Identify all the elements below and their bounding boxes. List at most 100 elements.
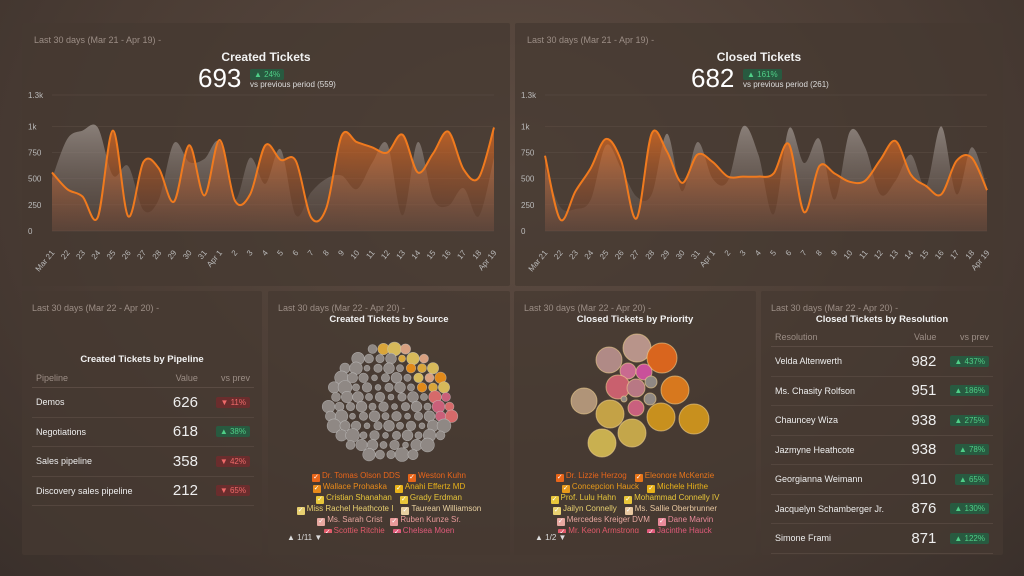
legend-item[interactable]: ✓ Dr. Tomas Olson DDS: [312, 471, 400, 482]
bubble[interactable]: [383, 362, 395, 374]
bubble[interactable]: [398, 354, 406, 363]
bubble[interactable]: [394, 381, 406, 394]
bubble[interactable]: [375, 449, 385, 460]
bubble[interactable]: [368, 402, 377, 411]
table-row[interactable]: Discovery sales pipeline 212 ▼ 65%: [32, 476, 254, 506]
bubble[interactable]: [402, 441, 409, 449]
bubble[interactable]: [405, 420, 417, 431]
bubble[interactable]: [419, 353, 429, 364]
legend-item[interactable]: ✓ Ruben Kunze Sr.: [390, 515, 461, 526]
bubble[interactable]: [423, 402, 432, 411]
date-range-selector[interactable]: Last 30 days (Mar 22 - Apr 20): [32, 303, 159, 313]
bubble[interactable]: [369, 430, 380, 441]
bubble[interactable]: [595, 399, 625, 429]
bubble[interactable]: [352, 383, 360, 392]
bubble[interactable]: [435, 430, 446, 441]
legend-item[interactable]: ✓ Eleonore McKenzie: [634, 471, 714, 482]
bubble[interactable]: [427, 362, 440, 375]
bubble[interactable]: [416, 382, 428, 393]
checkbox-icon[interactable]: ✓: [647, 529, 655, 533]
bubble[interactable]: [414, 431, 423, 440]
bubble[interactable]: [403, 373, 412, 382]
bubble[interactable]: [373, 421, 383, 431]
bubble[interactable]: [420, 393, 428, 401]
bubble[interactable]: [321, 399, 336, 414]
bubble[interactable]: [438, 381, 451, 394]
bubble[interactable]: [431, 399, 446, 414]
table-row[interactable]: Negotiations 618 ▲ 38%: [32, 417, 254, 447]
bubble[interactable]: [396, 364, 404, 373]
date-range-selector[interactable]: Last 30 days (Mar 21 - Apr 19): [527, 35, 654, 45]
bubble[interactable]: [404, 412, 411, 420]
table-row[interactable]: Simone Frami 871 ▲ 122%: [771, 523, 993, 554]
date-range-selector[interactable]: Last 30 days (Mar 21 - Apr 19): [34, 35, 161, 45]
table-row[interactable]: Demos 626 ▼ 11%: [32, 387, 254, 418]
bubble[interactable]: [362, 448, 376, 462]
bubble[interactable]: [347, 372, 358, 384]
legend-item[interactable]: ✓ Anahi Effertz MD: [394, 482, 465, 493]
date-range-selector[interactable]: Last 30 days (Mar 22 - Apr 20): [771, 303, 898, 313]
bubble[interactable]: [384, 382, 394, 392]
bubble[interactable]: [349, 412, 356, 420]
checkbox-icon[interactable]: ✓: [312, 485, 321, 493]
bubble[interactable]: [373, 363, 383, 373]
checkbox-icon[interactable]: ✓: [392, 529, 401, 533]
legend-pager[interactable]: ▲ 1/11 ▼: [287, 533, 323, 542]
bubble[interactable]: [379, 441, 388, 449]
bubble[interactable]: [382, 432, 389, 439]
bubble[interactable]: [345, 440, 356, 450]
bubble[interactable]: [417, 363, 427, 373]
bubble[interactable]: [643, 392, 657, 406]
bubble[interactable]: [381, 373, 391, 383]
legend-item[interactable]: ✓ Wallace Prohaska: [312, 482, 387, 493]
bubble[interactable]: [385, 352, 397, 365]
bubble[interactable]: [400, 343, 411, 355]
bubble[interactable]: [441, 392, 451, 402]
bubble[interactable]: [359, 411, 369, 421]
date-range-selector[interactable]: Last 30 days (Mar 22 - Apr 20): [278, 303, 405, 313]
checkbox-icon[interactable]: ✓: [624, 496, 633, 504]
legend-item[interactable]: ✓ Ms. Sarah Crist: [317, 515, 382, 526]
legend-item[interactable]: ✓ Scottie Ritchie: [323, 526, 385, 533]
legend-item[interactable]: ✓ Mohammad Connelly IV: [624, 493, 719, 504]
bubble[interactable]: [436, 418, 452, 434]
bubble[interactable]: [678, 403, 710, 435]
bubble[interactable]: [406, 351, 420, 366]
bubble[interactable]: [410, 400, 423, 413]
bubble[interactable]: [401, 402, 411, 412]
legend-item[interactable]: ✓ Jacinthe Hauck: [647, 526, 712, 533]
bubble[interactable]: [383, 420, 395, 432]
bubble[interactable]: [420, 437, 435, 453]
bubble[interactable]: [605, 374, 631, 400]
bubble[interactable]: [595, 346, 623, 374]
bubble[interactable]: [389, 439, 400, 451]
legend-item[interactable]: ✓ Dr. Lizzie Herzog: [555, 471, 627, 482]
bubble[interactable]: [386, 450, 396, 460]
legend-item[interactable]: ✓ Chelsea Moen: [392, 526, 454, 533]
bubble[interactable]: [387, 393, 395, 401]
bubble[interactable]: [364, 353, 374, 364]
checkbox-icon[interactable]: ✓: [296, 507, 305, 515]
bubble[interactable]: [355, 439, 368, 452]
checkbox-icon[interactable]: ✓: [399, 496, 408, 504]
bubble[interactable]: [644, 375, 658, 389]
bubble[interactable]: [367, 344, 378, 354]
table-row[interactable]: Ms. Chasity Rolfson 951 ▲ 186%: [771, 376, 993, 406]
checkbox-icon[interactable]: ✓: [312, 474, 320, 482]
checkbox-icon[interactable]: ✓: [561, 485, 570, 493]
bubble[interactable]: [355, 400, 368, 413]
bubble[interactable]: [444, 409, 459, 423]
table-row[interactable]: Velda Altenwerth 982 ▲ 437%: [771, 346, 993, 377]
bubble[interactable]: [371, 374, 378, 382]
checkbox-icon[interactable]: ✓: [555, 474, 564, 482]
bubble[interactable]: [635, 363, 653, 381]
checkbox-icon[interactable]: ✓: [552, 507, 561, 515]
checkbox-icon[interactable]: ✓: [647, 485, 655, 493]
table-row[interactable]: Sales pipeline 358 ▼ 42%: [32, 446, 254, 477]
checkbox-icon[interactable]: ✓: [558, 529, 567, 533]
bubble[interactable]: [405, 363, 417, 374]
legend-item[interactable]: ✓ Weston Kuhn: [408, 471, 466, 482]
table-row[interactable]: Chauncey Wiza 938 ▲ 275%: [771, 405, 993, 436]
bubble[interactable]: [341, 391, 354, 404]
bubble[interactable]: [660, 375, 690, 405]
